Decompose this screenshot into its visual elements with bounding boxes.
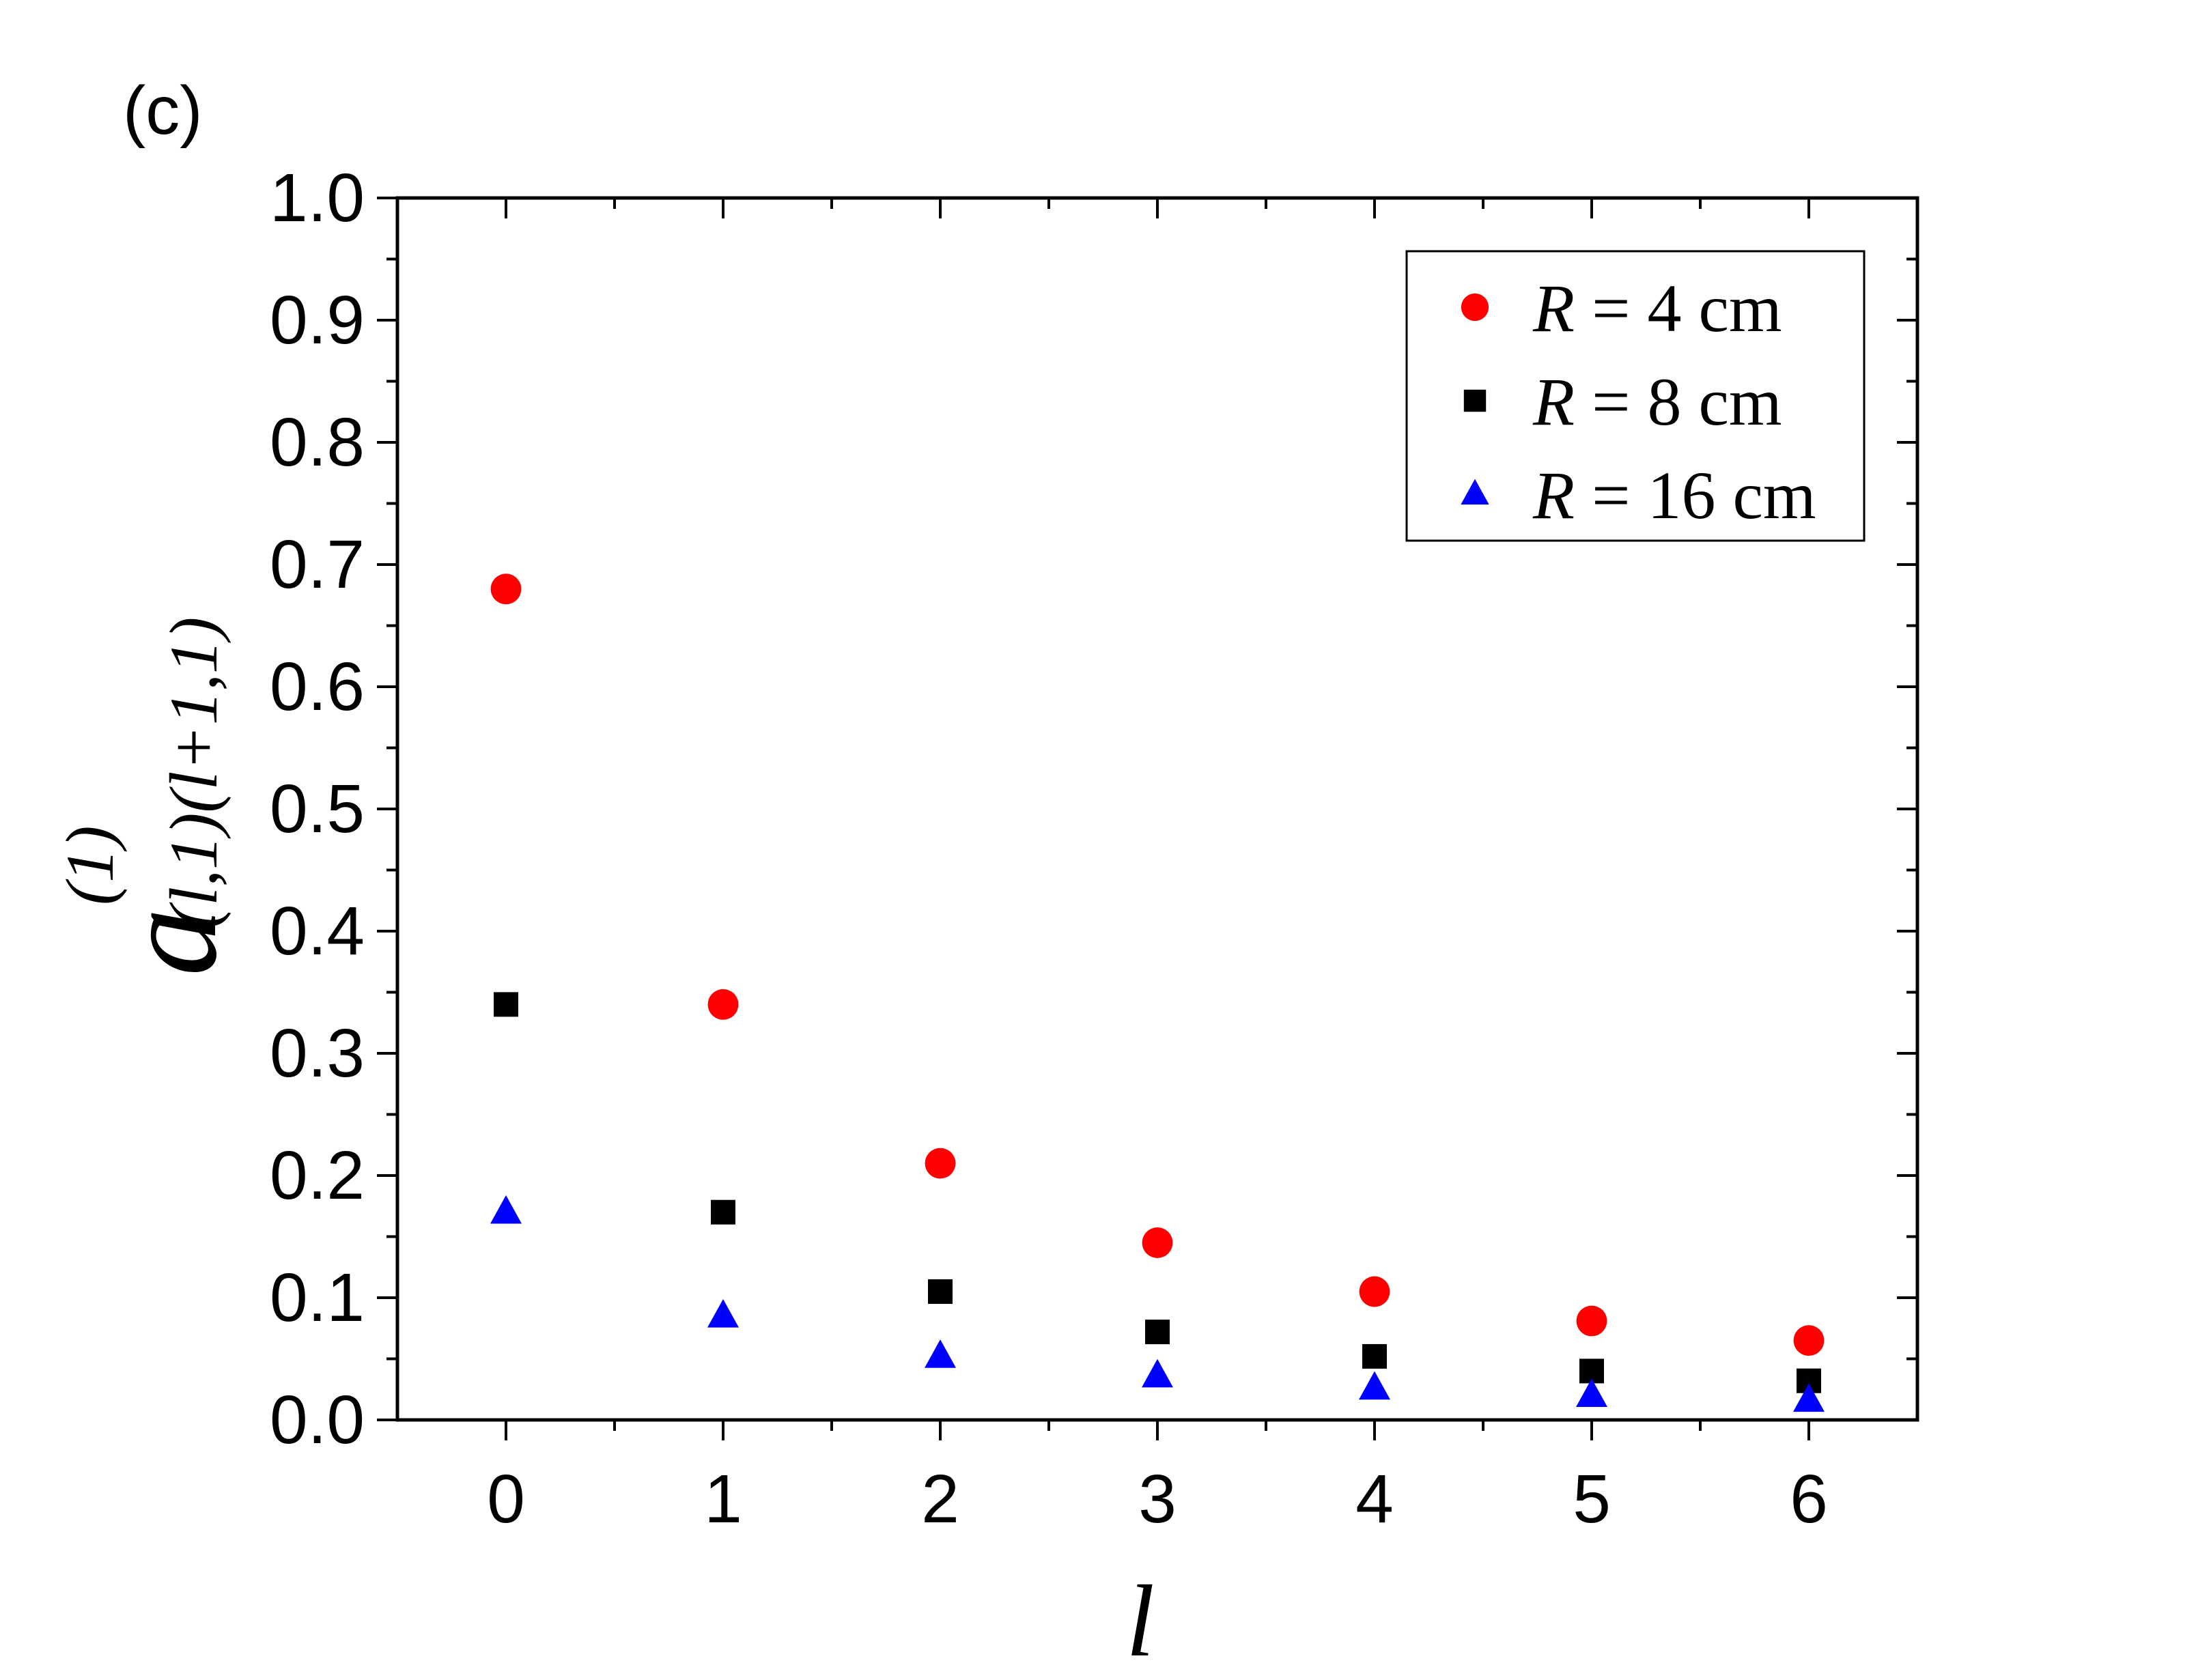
legend-label-value: = 4 cm [1575,270,1782,346]
svg-text:a (1): a (1) [52,825,245,976]
legend-label: R = 4 cm [1532,270,1782,346]
data-point-triangle [925,1339,956,1368]
data-point-circle [707,989,739,1020]
data-point-square [494,992,518,1017]
data-point-circle [1793,1325,1825,1356]
legend-marker-square [1463,389,1487,412]
x-tick-label: 0 [487,1461,525,1537]
legend-label-value: = 16 cm [1575,457,1816,533]
y-tick-label: 0.3 [270,1015,365,1092]
legend-label: R = 16 cm [1532,457,1816,533]
y-tick-label: 1.0 [270,160,365,236]
x-tick-label: 1 [704,1461,742,1537]
data-point-circle [925,1148,956,1179]
y-axis-label: a (1) (l,1)(l+1,1) [52,617,245,976]
legend: R = 4 cmR = 8 cmR = 16 cm [1461,270,1816,533]
legend-label-variable: R [1532,270,1575,346]
legend-label: R = 8 cm [1532,364,1782,440]
data-points [490,573,1825,1412]
legend-label-variable: R [1532,457,1575,533]
legend-label-value: = 8 cm [1575,364,1782,440]
legend-marker-circle [1461,293,1489,322]
legend-label-variable: R [1532,364,1575,440]
data-point-triangle [1576,1378,1607,1407]
axis-ticks [377,197,1917,1440]
y-tick-label: 0.5 [270,771,365,847]
x-tick-label: 4 [1355,1461,1394,1537]
y-tick-label: 0.4 [270,893,365,969]
y-tick-labels: 0.0 0.1 0.2 0.3 0.4 0.5 0.6 0.7 0.8 0.9 1.0 [270,160,365,1458]
x-tick-label: 3 [1138,1461,1177,1537]
panel-label: (c) [123,72,203,149]
data-point-circle [1359,1276,1390,1307]
y-tick-label: 0.7 [270,526,365,603]
data-point-circle [490,573,522,605]
y-tick-label: 0.6 [270,649,365,725]
data-point-circle [1576,1305,1607,1337]
x-tick-labels: 0 1 2 3 4 5 6 [487,1461,1828,1537]
y-tick-label: 0.0 [270,1382,365,1458]
data-point-triangle [1359,1371,1390,1400]
data-point-triangle [1793,1383,1825,1412]
x-tick-label: 6 [1790,1461,1828,1537]
y-axis-label-base: a [94,908,245,976]
y-axis-label-subscript: (l,1)(l+1,1) [156,617,231,928]
data-point-square [711,1199,735,1225]
y-tick-label: 0.8 [270,404,365,481]
x-axis-label: l [1126,1565,1155,1678]
data-point-square [1362,1343,1387,1369]
legend-marker-triangle [1461,479,1489,505]
x-tick-label: 5 [1573,1461,1611,1537]
data-point-square [1145,1320,1170,1345]
data-point-triangle [490,1195,522,1224]
y-tick-label: 0.2 [270,1137,365,1214]
data-point-triangle [707,1299,739,1328]
data-point-circle [1142,1227,1173,1258]
data-point-triangle [1142,1358,1173,1388]
data-point-square [928,1279,953,1305]
y-tick-label: 0.9 [270,282,365,358]
y-tick-label: 0.1 [270,1259,365,1336]
x-tick-label: 2 [921,1461,959,1537]
y-axis-label-superscript: (1) [52,825,128,905]
